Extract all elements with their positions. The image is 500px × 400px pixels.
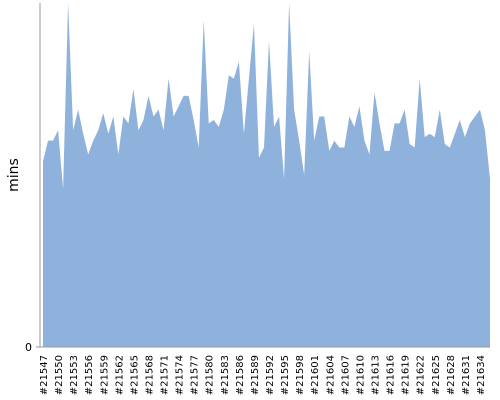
x-tick-label: #21610 (355, 355, 366, 395)
x-tick-label: #21598 (295, 355, 306, 395)
x-tick-label: #21622 (416, 355, 427, 395)
x-tick-label: #21580 (205, 355, 216, 395)
x-tick-label: #21613 (370, 355, 381, 395)
y-tick-label: 0 (25, 341, 32, 354)
x-tick-label: #21628 (446, 355, 457, 395)
x-tick-label: #21565 (129, 355, 140, 395)
x-tick-label: #21595 (280, 355, 291, 395)
x-tick-label: #21559 (99, 355, 110, 395)
x-tick-label: #21607 (340, 355, 351, 395)
x-tick-label: #21556 (84, 355, 95, 395)
x-tick-label: #21619 (401, 355, 412, 395)
x-tick-label: #21592 (265, 355, 276, 395)
x-tick-label: #21571 (160, 355, 171, 395)
x-tick-label: #21562 (114, 355, 125, 395)
x-tick-label: #21574 (175, 355, 186, 395)
x-tick-label: #21604 (325, 355, 336, 395)
x-tick-label: #21583 (220, 355, 231, 395)
x-tick-label: #21553 (69, 355, 80, 395)
y-axis-label: mins (6, 158, 22, 192)
x-tick-label: #21634 (476, 355, 487, 395)
x-tick-label: #21625 (431, 355, 442, 395)
x-tick-label: #21631 (461, 355, 472, 395)
x-tick-label: #21586 (235, 355, 246, 395)
x-tick-label: #21568 (144, 355, 155, 395)
x-tick-label: #21589 (250, 355, 261, 395)
x-tick-label: #21616 (386, 355, 397, 395)
x-tick-label: #21577 (190, 355, 201, 395)
area (43, 3, 490, 347)
x-tick-label: #21550 (54, 355, 65, 395)
x-tick-label: #21601 (310, 355, 321, 395)
x-tick-label: #21547 (39, 355, 50, 395)
